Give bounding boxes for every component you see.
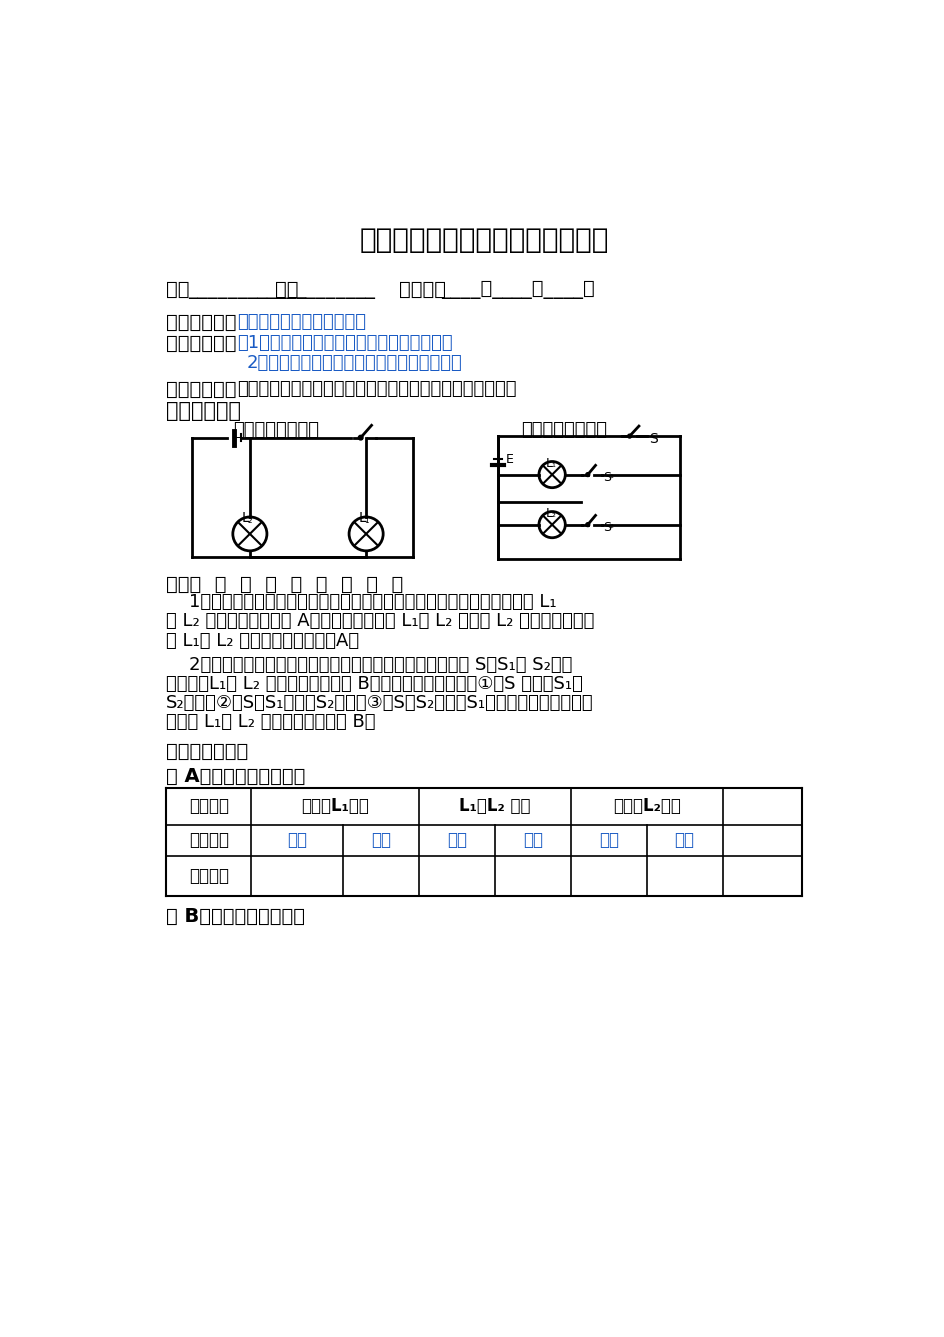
Text: 2、通过实验探究串、并联电路的一般规律。: 2、通过实验探究串、并联电路的一般规律。 [246,354,462,373]
Circle shape [358,436,362,440]
Text: ₂: ₂ [550,509,555,519]
Text: E: E [505,453,513,465]
Text: 发光情况: 发光情况 [189,866,228,885]
Text: （图一）串联电路: （图一）串联电路 [232,421,318,439]
Circle shape [585,523,589,527]
Text: L₁和L₂ 之间: L₁和L₂ 之间 [459,797,530,816]
Text: 察电路中L₁和 L₂ 发光情况填入下表 B；然后进行如下操作：①、S 断开，S₁和: 察电路中L₁和 L₂ 发光情况填入下表 B；然后进行如下操作：①、S 断开，S₁… [166,675,582,693]
Text: ：连接串联电路和并联电路: ：连接串联电路和并联电路 [236,313,365,330]
Text: L: L [358,511,365,525]
Text: 班级: 班级 [275,279,298,298]
Text: 断开: 断开 [674,832,694,849]
Text: 1、如图一，按图连接电路，检查电路连接无误后闭合开关，观察电路中 L₁: 1、如图一，按图连接电路，检查电路连接无误后闭合开关，观察电路中 L₁ [166,594,556,611]
Text: 正极和L₁之间: 正极和L₁之间 [301,797,369,816]
Text: 六、现象记录：: 六、现象记录： [166,742,248,761]
Text: 学校: 学校 [166,279,190,298]
Text: 负极和L₂之间: 负极和L₂之间 [612,797,680,816]
Text: ________: ________ [296,279,375,298]
Text: L: L [546,507,552,520]
Text: ₁: ₁ [363,515,368,524]
Text: L: L [242,511,249,525]
Text: 闭合: 闭合 [287,832,307,849]
Text: ₂: ₂ [247,515,252,524]
Text: 实验日期: 实验日期 [398,279,446,298]
Circle shape [627,435,631,439]
Text: S: S [602,471,611,484]
Text: 断开: 断开 [522,832,542,849]
Text: 四、实验电路: 四、实验电路 [166,401,241,421]
Circle shape [585,473,589,476]
Text: 二、实验目的: 二、实验目的 [166,334,236,353]
Text: 五、实  验  操  作  步  骤  及  要  求: 五、实 验 操 作 步 骤 及 要 求 [166,575,403,594]
Text: 表 B：并联电路现象记录: 表 B：并联电路现象记录 [166,908,305,927]
Text: 断开: 断开 [370,832,391,849]
Text: 电路中 L₁和 L₂ 发光情况填入下表 B。: 电路中 L₁和 L₂ 发光情况填入下表 B。 [166,714,376,731]
Text: 表 A：串联电路现象记录: 表 A：串联电路现象记录 [166,767,305,786]
Text: 开关位置: 开关位置 [189,797,228,816]
Text: S: S [602,521,611,535]
Text: ：小灯泡２个（含灯座）开关３个干电池２节导线（若干）: ：小灯泡２个（含灯座）开关３个干电池２节导线（若干） [236,380,515,398]
Text: 和 L₂ 发光情况填入下表 A；然后将开关移到 L₁和 L₂ 之间及 L₂ 和负极之间，观: 和 L₂ 发光情况填入下表 A；然后将开关移到 L₁和 L₂ 之间及 L₂ 和负… [166,612,594,631]
Text: ₂: ₂ [609,520,613,531]
Text: ：1、学会串联电路和并联电路的连接方法。: ：1、学会串联电路和并联电路的连接方法。 [236,334,452,352]
Text: ____年____月____日: ____年____月____日 [441,279,595,298]
Text: 开关通断: 开关通断 [189,832,228,849]
Text: S₂闭合；②、S、S₁闭合，S₂断开；③、S、S₂闭合，S₁断开的操作，同时观察: S₂闭合；②、S、S₁闭合，S₂断开；③、S、S₂闭合，S₁断开的操作，同时观察 [166,694,593,713]
Text: 2、如图二，按图连接电路，检查电路连接无误后闭合开关 S、S₁和 S₂，观: 2、如图二，按图连接电路，检查电路连接无误后闭合开关 S、S₁和 S₂，观 [166,655,572,674]
Text: 闭合: 闭合 [447,832,466,849]
Text: 三、实验器材: 三、实验器材 [166,380,236,398]
Text: 察 L₁和 L₂ 的发光情况，填入表A。: 察 L₁和 L₂ 的发光情况，填入表A。 [166,631,359,650]
Text: 闭合: 闭合 [598,832,618,849]
Text: ____________: ____________ [188,279,306,298]
Text: ₁: ₁ [609,471,613,480]
Text: L: L [546,457,552,469]
Text: S: S [649,432,657,447]
Text: 一、实验名称: 一、实验名称 [166,313,236,332]
Text: 连接串联电路和并联电路实验报告: 连接串联电路和并联电路实验报告 [360,226,608,254]
Text: （图二）并联电路: （图二）并联电路 [520,421,606,439]
Text: ₁: ₁ [550,459,555,469]
